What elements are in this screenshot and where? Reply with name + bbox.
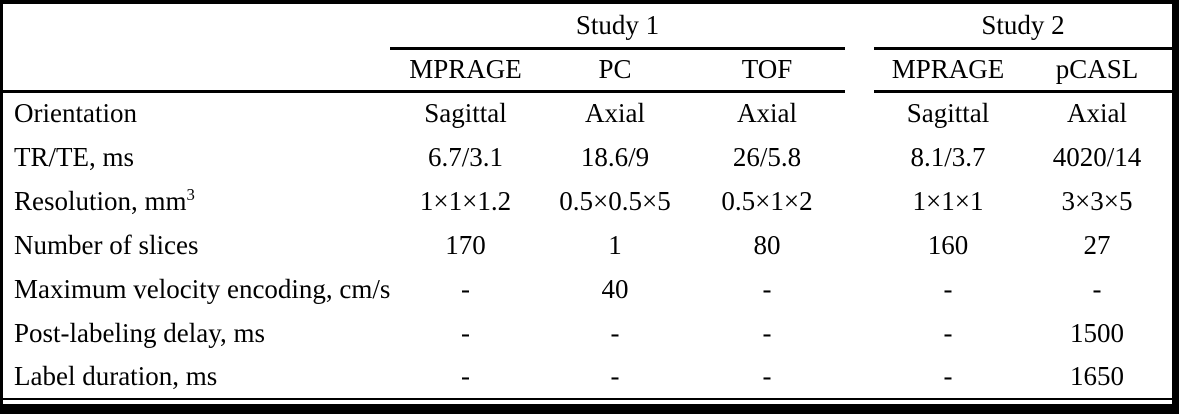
table-row-tr-te: TR/TE, ms 6.7/3.1 18.6/9 26/5.8 8.1/3.7 … (3, 135, 1172, 179)
cell: - (874, 355, 1023, 400)
cell: Axial (1067, 98, 1128, 129)
group-gap-cell (845, 179, 874, 223)
cell: 170 (445, 229, 486, 260)
cell: 80 (753, 229, 781, 260)
cell: 40 (601, 273, 629, 304)
group-gap-cell (845, 135, 874, 179)
cell: - (1092, 273, 1102, 304)
cell: - (943, 317, 953, 348)
group-gap-cell (845, 91, 874, 135)
cell: Axial (585, 98, 645, 129)
cell: 26/5.8 (732, 141, 802, 172)
row-label-superscript: 3 (186, 184, 195, 204)
column-group-study-1: Study 1 (390, 4, 846, 50)
cell: - (461, 317, 470, 348)
cell: - (390, 355, 541, 400)
column-header-study2-mprage: MPRAGE (874, 48, 1023, 93)
table-row-resolution: Resolution, mm3 1×1×1.2 0.5×0.5×5 0.5×1×… (3, 179, 1172, 223)
cell: 18.6/9 (580, 141, 650, 172)
empty-corner-cell (3, 4, 390, 48)
cell: 1650 (1022, 355, 1172, 400)
column-header-study1-pc: PC (541, 48, 689, 93)
table-row-max-velocity-encoding: Maximum velocity encoding, cm/s - 40 - -… (3, 267, 1172, 311)
cell: 1 (608, 229, 622, 260)
group-header-row: Study 1 Study 2 (3, 4, 1172, 50)
mri-parameters-table: Study 1 Study 2 MPRAGE PC TOF MPRAGE pCA… (3, 4, 1172, 400)
table-row-post-labeling-delay: Post-labeling delay, ms - - - - 1500 (3, 311, 1172, 355)
row-label: Orientation (14, 98, 137, 129)
cell: - (762, 273, 772, 304)
cell: 160 (927, 229, 969, 260)
row-label: Number of slices (14, 229, 199, 260)
table-row-label-duration: Label duration, ms - - - - 1650 (3, 355, 1172, 400)
cell: Axial (737, 98, 798, 129)
cell: 1×1×1.2 (419, 185, 512, 216)
row-label: Maximum velocity encoding, cm/s (14, 273, 390, 304)
group-gap-cell (845, 223, 874, 267)
row-label: TR/TE, ms (14, 141, 134, 172)
group-gap-cell (845, 48, 874, 91)
cell: - (943, 273, 953, 304)
cell: - (541, 355, 689, 400)
cell: 4020/14 (1052, 141, 1142, 172)
cell: - (610, 317, 620, 348)
cell: 1500 (1070, 317, 1125, 348)
group-gap-cell (845, 311, 874, 355)
table-row-orientation: Orientation Sagittal Axial Axial Sagitta… (3, 91, 1172, 135)
cell: 6.7/3.1 (427, 141, 503, 172)
row-label: Label duration, ms (3, 355, 390, 400)
empty-corner-cell (3, 48, 390, 93)
cell: 8.1/3.7 (910, 141, 986, 172)
cell: 0.5×1×2 (721, 185, 813, 216)
row-label: Post-labeling delay, ms (14, 317, 265, 348)
row-label: Resolution, mm3 (3, 179, 390, 223)
column-header-study1-mprage: MPRAGE (390, 48, 541, 93)
cell: Sagittal (906, 98, 990, 129)
cell: - (762, 317, 772, 348)
cell: 27 (1083, 229, 1111, 260)
cell: - (689, 355, 846, 400)
group-gap-cell (845, 267, 874, 311)
table-row-number-of-slices: Number of slices 170 1 80 160 27 (3, 223, 1172, 267)
cell: - (461, 273, 470, 304)
cell: Sagittal (424, 98, 507, 129)
column-group-study-2: Study 2 (874, 4, 1172, 50)
row-label-text: Resolution, mm (14, 185, 187, 216)
cell: 0.5×0.5×5 (559, 185, 671, 216)
cell: 1×1×1 (912, 185, 984, 216)
column-header-study1-tof: TOF (689, 48, 846, 93)
column-header-study2-pcasl: pCASL (1022, 48, 1172, 93)
group-gap-cell (845, 4, 874, 48)
cell: 3×3×5 (1061, 185, 1133, 216)
group-gap-cell (845, 355, 875, 400)
column-header-row: MPRAGE PC TOF MPRAGE pCASL (3, 48, 1172, 93)
